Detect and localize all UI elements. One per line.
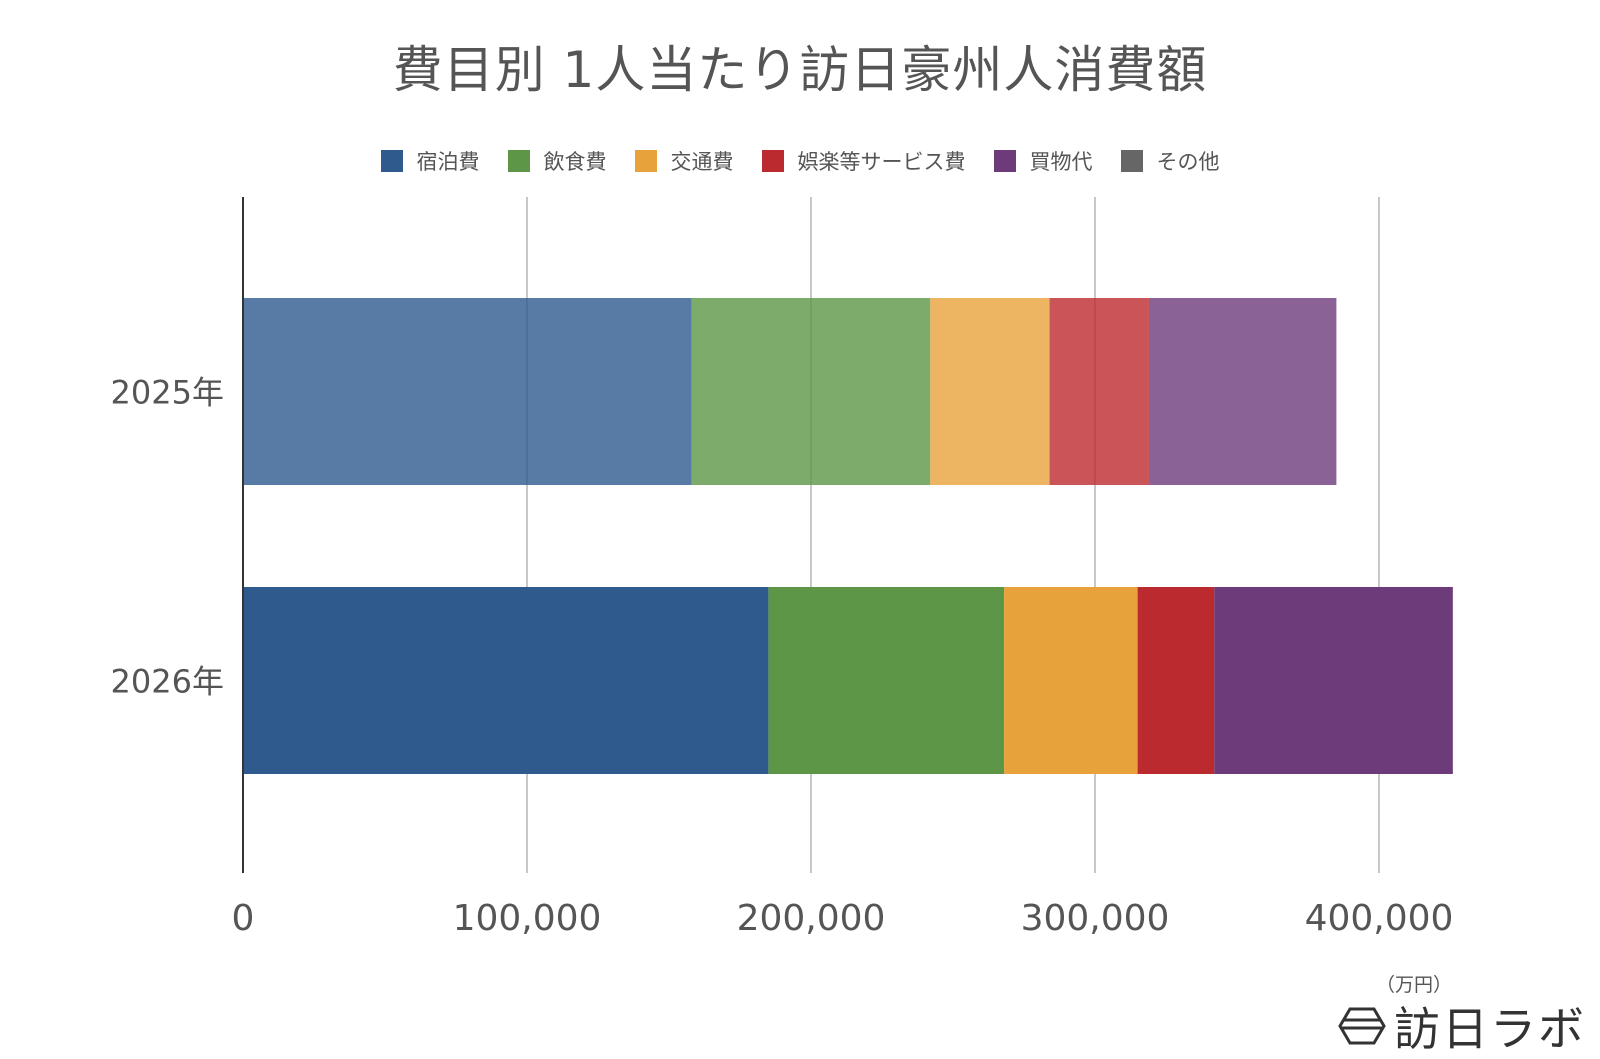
x-tick-label: 300,000 [1021,898,1170,939]
bar-segment [243,587,769,774]
bar-segment [930,298,1050,485]
chart-title: 費目別 1人当たり訪日豪州人消費額 [392,41,1208,99]
bar-segment [1214,587,1453,774]
legend-label: 飲食費 [543,150,607,174]
legend-swatch [993,150,1016,172]
legend-label: 買物代 [1029,150,1093,174]
legend-item: 宿泊費 [380,146,480,176]
legend-swatch [761,150,784,172]
bar-segment [691,298,931,485]
y-category-label: 2026年 [111,663,224,701]
legend-swatch [1120,150,1143,172]
bar-segment [768,587,1005,774]
x-tick-label: 400,000 [1305,898,1454,939]
bar-segment [243,298,692,485]
y-category-label: 2025年 [111,374,224,412]
legend-label: 交通費 [670,150,734,174]
legend-item: 買物代 [993,146,1093,176]
legend-label: 宿泊費 [416,150,480,174]
bar-segment [1148,298,1337,485]
legend-swatch [507,150,530,172]
legend-swatch [634,150,657,172]
x-tick-label: 0 [232,898,255,939]
legend: 宿泊費 飲食費 交通費 娯楽等サービス費 買物代 その他 [0,146,1600,176]
bar-segment [1137,587,1215,774]
bar-segment [1049,298,1149,485]
bar-segment [1004,587,1138,774]
legend-swatch [380,150,403,172]
legend-item: 娯楽等サービス費 [761,146,966,176]
legend-item: 交通費 [634,146,734,176]
legend-label: 娯楽等サービス費 [797,150,966,174]
hexagon-logo-icon [1338,1007,1386,1045]
unit-label: （万円） [1376,974,1453,996]
x-tick-label: 100,000 [453,898,602,939]
legend-label: その他 [1156,150,1220,174]
legend-item: 飲食費 [507,146,607,176]
brand-logo: 訪日ラボ [1338,993,1586,1059]
legend-item: その他 [1120,146,1220,176]
brand-name: 訪日ラボ [1394,1002,1586,1056]
x-tick-label: 200,000 [737,898,886,939]
